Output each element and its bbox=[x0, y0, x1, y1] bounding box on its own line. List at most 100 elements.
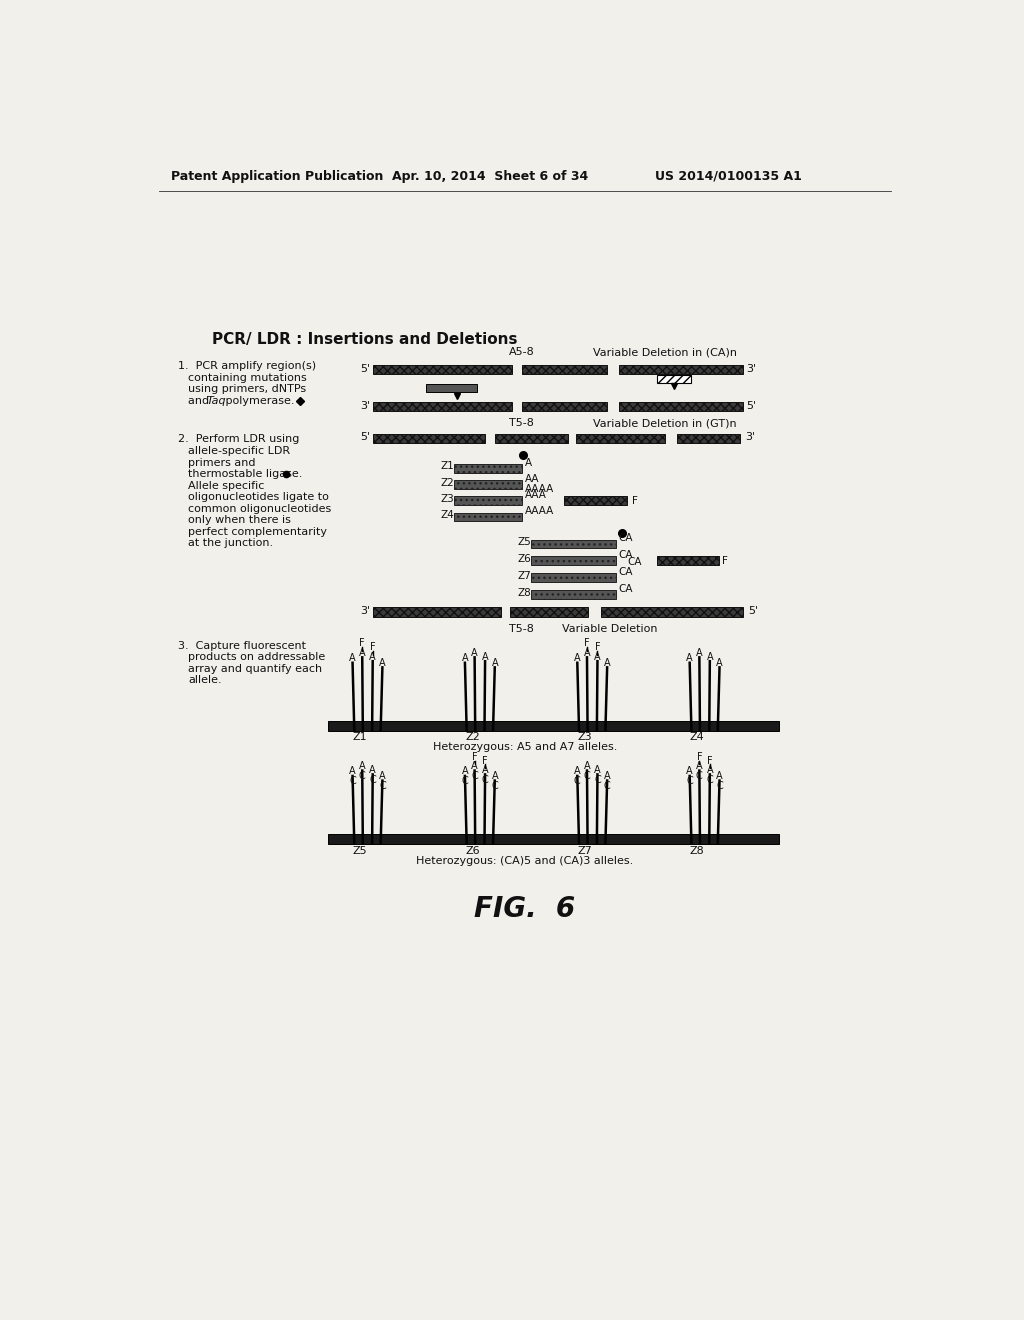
Bar bbox=[563, 496, 627, 506]
Bar bbox=[373, 607, 501, 616]
Text: CA: CA bbox=[628, 557, 642, 566]
Text: Variable Deletion in (GT)n: Variable Deletion in (GT)n bbox=[593, 418, 736, 428]
Text: C: C bbox=[594, 775, 601, 785]
Text: CA: CA bbox=[618, 583, 633, 594]
Bar bbox=[373, 401, 512, 411]
Bar bbox=[454, 465, 521, 473]
Text: A: A bbox=[359, 760, 366, 771]
Text: A: A bbox=[716, 657, 723, 668]
Text: Allele specific: Allele specific bbox=[188, 480, 265, 491]
Text: products on addressable: products on addressable bbox=[188, 652, 326, 663]
Text: F: F bbox=[472, 751, 477, 762]
Text: A: A bbox=[584, 648, 590, 657]
Text: F: F bbox=[359, 639, 366, 648]
Text: A: A bbox=[481, 764, 488, 775]
Text: Z3: Z3 bbox=[440, 494, 454, 504]
Text: FIG.  6: FIG. 6 bbox=[474, 895, 575, 923]
Text: A: A bbox=[462, 653, 468, 663]
Text: Z8: Z8 bbox=[518, 587, 531, 598]
Text: A: A bbox=[594, 652, 601, 661]
Text: C: C bbox=[707, 775, 713, 785]
Text: C: C bbox=[696, 771, 702, 781]
Text: A: A bbox=[686, 767, 693, 776]
Text: AA: AA bbox=[524, 474, 540, 483]
Text: and: and bbox=[188, 396, 213, 407]
Text: Z3: Z3 bbox=[578, 733, 592, 742]
Text: array and quantify each: array and quantify each bbox=[188, 664, 323, 675]
Text: Apr. 10, 2014  Sheet 6 of 34: Apr. 10, 2014 Sheet 6 of 34 bbox=[391, 169, 588, 182]
Text: C: C bbox=[716, 781, 723, 791]
Text: common oligonucleotides: common oligonucleotides bbox=[188, 504, 332, 513]
Bar bbox=[575, 434, 665, 442]
Text: allele.: allele. bbox=[188, 676, 222, 685]
Text: F: F bbox=[722, 556, 728, 566]
Text: only when there is: only when there is bbox=[188, 515, 291, 525]
Text: AAA: AAA bbox=[524, 490, 547, 500]
Text: C: C bbox=[370, 775, 376, 785]
Text: 5': 5' bbox=[748, 606, 758, 616]
Text: A: A bbox=[349, 653, 356, 663]
Text: A: A bbox=[379, 657, 386, 668]
Text: C: C bbox=[604, 781, 610, 791]
Text: A: A bbox=[379, 771, 386, 781]
Text: A: A bbox=[574, 653, 581, 663]
Bar bbox=[373, 364, 512, 374]
Text: Variable Deletion: Variable Deletion bbox=[562, 624, 657, 634]
Text: Z7: Z7 bbox=[518, 570, 531, 581]
Text: A: A bbox=[524, 458, 531, 467]
Text: containing mutations: containing mutations bbox=[188, 372, 307, 383]
Text: A: A bbox=[716, 771, 723, 781]
Text: Z2: Z2 bbox=[440, 478, 454, 487]
Text: A: A bbox=[481, 652, 488, 661]
Bar bbox=[454, 496, 521, 506]
Text: 1.  PCR amplify region(s): 1. PCR amplify region(s) bbox=[177, 362, 315, 371]
Text: C: C bbox=[492, 781, 498, 791]
Text: CA: CA bbox=[618, 566, 633, 577]
Text: A: A bbox=[574, 767, 581, 776]
Text: A: A bbox=[584, 760, 590, 771]
Bar bbox=[328, 721, 779, 730]
Text: Heterozygous: A5 and A7 alleles.: Heterozygous: A5 and A7 alleles. bbox=[432, 742, 617, 751]
Text: A: A bbox=[604, 771, 610, 781]
Text: A: A bbox=[707, 764, 713, 775]
Bar bbox=[373, 434, 485, 442]
Text: Z2: Z2 bbox=[465, 733, 480, 742]
Bar bbox=[521, 401, 607, 411]
Bar bbox=[454, 512, 521, 521]
Text: using primers, dNTPs: using primers, dNTPs bbox=[188, 384, 306, 395]
Text: perfect complementarity: perfect complementarity bbox=[188, 527, 328, 537]
Text: T5-8: T5-8 bbox=[509, 624, 535, 634]
Text: A: A bbox=[370, 652, 376, 661]
Text: A: A bbox=[462, 767, 468, 776]
Text: A: A bbox=[492, 771, 498, 781]
Bar bbox=[454, 480, 521, 488]
Text: 3': 3' bbox=[359, 606, 370, 616]
Text: 5': 5' bbox=[746, 400, 757, 411]
Text: F: F bbox=[707, 755, 713, 766]
Text: 5': 5' bbox=[359, 432, 370, 442]
Text: A: A bbox=[604, 657, 610, 668]
Text: Heterozygous: (CA)5 and (CA)3 alleles.: Heterozygous: (CA)5 and (CA)3 alleles. bbox=[416, 855, 634, 866]
Text: Patent Application Publication: Patent Application Publication bbox=[171, 169, 383, 182]
Text: F: F bbox=[696, 751, 702, 762]
Text: F: F bbox=[632, 496, 638, 506]
Bar bbox=[677, 434, 740, 442]
Text: C: C bbox=[462, 776, 468, 787]
Text: Z4: Z4 bbox=[690, 733, 705, 742]
Text: A: A bbox=[370, 764, 376, 775]
Text: A: A bbox=[471, 648, 478, 657]
Text: 3': 3' bbox=[746, 363, 757, 374]
Bar bbox=[656, 557, 719, 565]
Text: C: C bbox=[584, 771, 591, 781]
Text: Taq: Taq bbox=[206, 396, 226, 407]
Bar bbox=[531, 590, 616, 599]
Bar bbox=[601, 607, 742, 616]
Bar bbox=[618, 364, 742, 374]
Text: A: A bbox=[594, 764, 601, 775]
Text: AAAA: AAAA bbox=[524, 506, 554, 516]
Text: Z5: Z5 bbox=[518, 537, 531, 546]
Bar bbox=[531, 557, 616, 565]
Text: F: F bbox=[370, 643, 376, 652]
Bar bbox=[510, 607, 588, 616]
Text: Z7: Z7 bbox=[578, 846, 592, 855]
